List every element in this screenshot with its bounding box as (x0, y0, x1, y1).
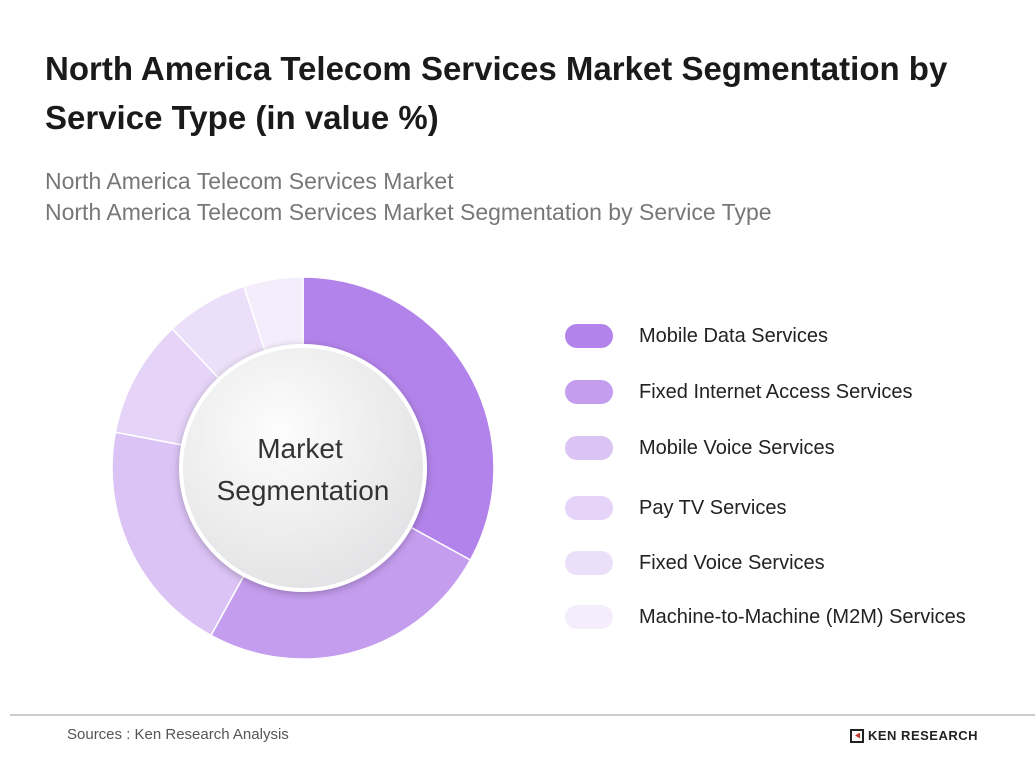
chart-subtitle: North America Telecom Services Market (45, 168, 454, 194)
legend-swatch (565, 496, 613, 520)
logo-text: KEN RESEARCH (868, 728, 979, 743)
legend-label: Pay TV Services (639, 496, 787, 519)
legend-item: Machine-to-Machine (M2M) Services (565, 604, 966, 630)
legend-swatch (565, 380, 613, 404)
logo-icon (850, 728, 864, 743)
legend-swatch (565, 551, 613, 575)
legend-label: Machine-to-Machine (M2M) Services (639, 605, 966, 628)
legend-label: Fixed Internet Access Services (639, 380, 913, 403)
source-note: Sources : Ken Research Analysis (67, 726, 289, 743)
ken-research-logo: KEN RESEARCH (850, 728, 978, 743)
donut-center (179, 344, 427, 592)
center-label-line-1: Market (257, 433, 343, 464)
divider (10, 714, 1035, 716)
legend-item: Fixed Voice Services (565, 550, 825, 576)
center-label-line-2: Segmentation (217, 475, 390, 506)
chart-title: North America Telecom Services Market Se… (45, 50, 948, 136)
legend-swatch (565, 324, 613, 348)
legend-item: Mobile Voice Services (565, 435, 835, 461)
legend-swatch (565, 436, 613, 460)
legend-label: Fixed Voice Services (639, 551, 825, 574)
chart-subtitle-2: North America Telecom Services Market Se… (45, 199, 772, 225)
legend-label: Mobile Data Services (639, 324, 828, 347)
legend-swatch (565, 605, 613, 629)
legend-item: Fixed Internet Access Services (565, 379, 912, 405)
legend-item: Mobile Data Services (565, 323, 828, 349)
legend-item: Pay TV Services (565, 495, 786, 521)
legend-label: Mobile Voice Services (639, 436, 835, 459)
